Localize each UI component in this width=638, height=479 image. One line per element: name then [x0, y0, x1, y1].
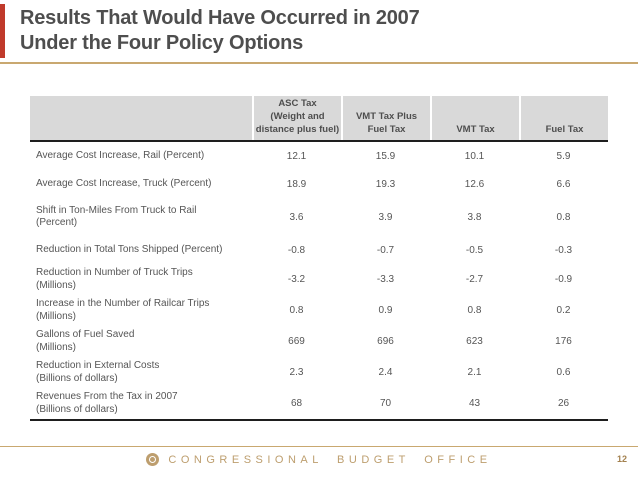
cell-value: -0.7 [376, 244, 395, 256]
cell-value: 623 [466, 336, 483, 347]
cell-value: 12.1 [286, 150, 307, 162]
cell-value: 12.6 [464, 178, 485, 190]
cell-value: 18.9 [286, 178, 307, 190]
table-row: Average Cost Increase, Rail (Percent) 12… [30, 142, 608, 170]
cell-value: 2.1 [467, 367, 482, 378]
cell-value: 68 [290, 398, 303, 409]
cell-value: 0.6 [556, 367, 571, 378]
footer-divider [0, 446, 638, 447]
table-row: Revenues From the Tax in 2007 (Billions … [30, 388, 608, 419]
cell-value: 0.9 [378, 305, 393, 316]
cell-value: 19.3 [375, 178, 396, 190]
cell-value: 0.8 [467, 305, 482, 316]
table-row: Increase in the Number of Railcar Trips … [30, 295, 608, 326]
cell-value: 70 [379, 398, 392, 409]
cell-value: 26 [557, 398, 570, 409]
column-header-asc-tax: ASC Tax (Weight and distance plus fuel) [252, 96, 341, 140]
row-label: Gallons of Fuel Saved (Millions) [36, 329, 135, 353]
cell-value: 10.1 [464, 150, 485, 162]
cell-value: -3.2 [287, 274, 306, 285]
cell-value: 3.8 [467, 211, 482, 223]
cell-value: 15.9 [375, 150, 396, 162]
cell-value: 43 [468, 398, 481, 409]
row-label: Revenues From the Tax in 2007 (Billions … [36, 391, 178, 415]
row-label: Reduction in External Costs (Billions of… [36, 360, 160, 384]
table-row: Reduction in External Costs (Billions of… [30, 357, 608, 388]
column-header-empty [30, 96, 252, 140]
table-row: Shift in Ton-Miles From Truck to Rail (P… [30, 198, 608, 236]
cell-value: -2.7 [465, 274, 484, 285]
title-divider [0, 62, 638, 64]
column-header-fuel-tax: Fuel Tax [519, 96, 608, 140]
cell-value: 0.8 [289, 305, 304, 316]
row-label: Reduction in Total Tons Shipped (Percent… [36, 243, 223, 255]
cell-value: 176 [555, 336, 572, 347]
cell-value: 2.3 [289, 367, 304, 378]
page-number: 12 [616, 454, 627, 464]
column-header-vmt-tax: VMT Tax [430, 96, 519, 140]
row-label: Average Cost Increase, Rail (Percent) [36, 149, 205, 161]
row-label: Average Cost Increase, Truck (Percent) [36, 177, 212, 189]
table-bottom-rule [30, 419, 608, 421]
cell-value: 0.2 [556, 305, 571, 316]
cell-value: -0.3 [554, 244, 573, 256]
cell-value: 2.4 [378, 367, 393, 378]
table-row: Reduction in Number of Truck Trips (Mill… [30, 264, 608, 295]
table-header-rule [30, 140, 608, 142]
page-title: Results That Would Have Occurred in 2007… [20, 7, 420, 54]
cell-value: 5.9 [556, 150, 571, 162]
cbo-seal-icon [146, 453, 160, 466]
row-label: Shift in Ton-Miles From Truck to Rail (P… [36, 204, 197, 229]
cell-value: -3.3 [376, 274, 395, 285]
cell-value: -0.5 [465, 244, 484, 256]
row-label: Reduction in Number of Truck Trips (Mill… [36, 267, 193, 291]
cbo-seal-inner [149, 456, 157, 463]
cell-value: 669 [288, 336, 305, 347]
table-header-row: ASC Tax (Weight and distance plus fuel) … [30, 96, 608, 140]
table-row: Average Cost Increase, Truck (Percent) 1… [30, 170, 608, 198]
row-label: Increase in the Number of Railcar Trips … [36, 298, 210, 322]
table-row: Reduction in Total Tons Shipped (Percent… [30, 236, 608, 264]
results-table: ASC Tax (Weight and distance plus fuel) … [30, 96, 608, 421]
cell-value: 3.9 [378, 211, 393, 223]
cell-value: 696 [377, 336, 394, 347]
title-accent-bar [0, 4, 5, 58]
cell-value: 3.6 [289, 211, 304, 223]
column-header-vmt-plus-fuel-tax: VMT Tax Plus Fuel Tax [341, 96, 430, 140]
cell-value: 6.6 [556, 178, 571, 190]
footer: CONGRESSIONAL BUDGET OFFICE [0, 453, 638, 466]
table-row: Gallons of Fuel Saved (Millions) 669 696… [30, 326, 608, 357]
cell-value: -0.9 [554, 274, 573, 285]
cell-value: -0.8 [287, 244, 306, 256]
cell-value: 0.8 [556, 211, 571, 223]
footer-org-name: CONGRESSIONAL BUDGET OFFICE [168, 453, 492, 466]
